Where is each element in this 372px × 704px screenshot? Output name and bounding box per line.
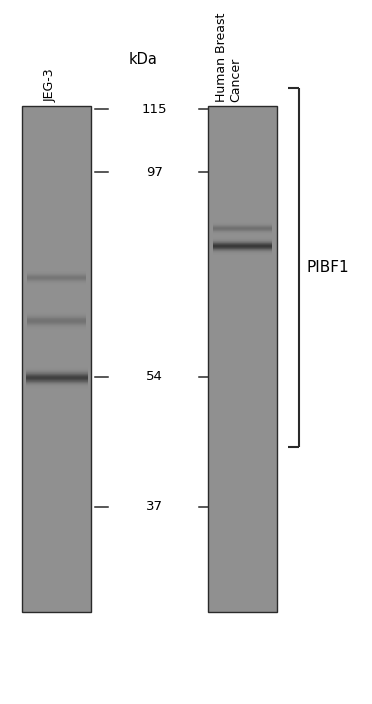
Text: JEG-3: JEG-3: [44, 68, 57, 102]
Text: 37: 37: [146, 501, 163, 513]
Text: Human Breast
Cancer: Human Breast Cancer: [215, 13, 243, 102]
Text: 54: 54: [146, 370, 163, 383]
Bar: [208, 106, 277, 612]
Bar: [22, 106, 91, 612]
Text: kDa: kDa: [129, 52, 158, 68]
Text: 97: 97: [146, 166, 163, 179]
Text: PIBF1: PIBF1: [307, 260, 350, 275]
Text: 115: 115: [142, 103, 167, 115]
